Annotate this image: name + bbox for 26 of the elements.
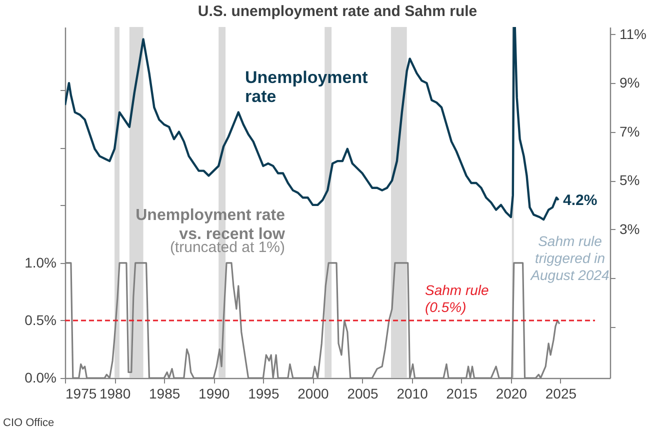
ref-line-label: Sahm rule (0.5%) [425, 282, 490, 315]
y2-tick-label: 3% [620, 220, 640, 237]
x-tick-label: 2025 [545, 386, 577, 402]
y-tick-label: 1.0% [24, 254, 56, 270]
x-tick-label: 1990 [198, 386, 230, 402]
y2-tick-label: 9% [620, 74, 640, 91]
y2-tick-label: 11% [620, 26, 646, 42]
y-tick-label: 0.5% [24, 312, 56, 328]
chart-title: U.S. unemployment rate and Sahm rule [198, 3, 478, 20]
y-tick-label: 0.0% [24, 370, 56, 386]
x-tick-label: 2020 [496, 386, 528, 402]
x-tick-label: 1985 [149, 386, 180, 402]
x-tick-label: 2000 [298, 386, 330, 402]
x-tick-label: 1980 [99, 386, 131, 402]
x-tick-label: 1995 [248, 386, 280, 402]
x-tick-label: 2015 [446, 386, 478, 402]
y2-tick-label: 7% [620, 123, 640, 140]
x-tick-label: 1975 [66, 386, 97, 402]
annotation: 4.2% [563, 192, 598, 209]
y2-tick-label: 5% [620, 172, 640, 188]
annotation: (truncated at 1%) [170, 239, 285, 256]
x-tick-label: 2010 [396, 386, 428, 402]
annotation: Sahm rule triggered in August 2024 [530, 233, 610, 283]
text: CIO Office [3, 417, 54, 429]
series-label: Unemployment rate [245, 68, 368, 106]
x-tick-label: 2005 [347, 386, 379, 402]
